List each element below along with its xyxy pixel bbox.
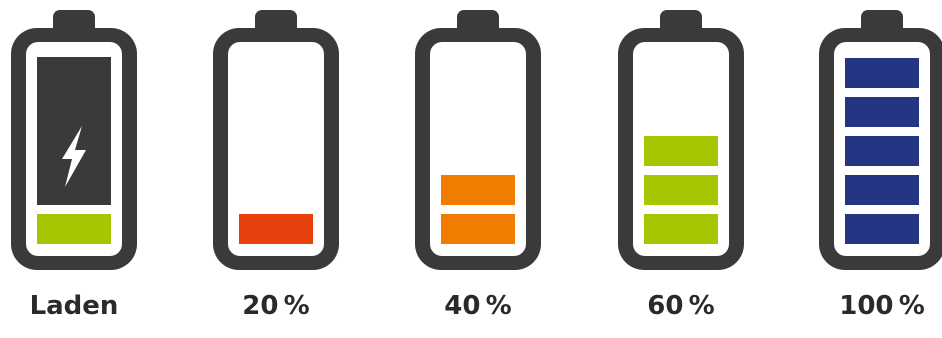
battery-level-segment (441, 214, 515, 244)
battery-level-segment (644, 175, 718, 205)
battery-40: 40 % (415, 0, 541, 338)
battery-level-segment (845, 136, 919, 166)
battery-level-segment (644, 136, 718, 166)
battery-screen (37, 57, 111, 205)
battery-level-segment (845, 175, 919, 205)
battery-level-segment (845, 97, 919, 127)
battery-icon (819, 10, 942, 270)
battery-icon (618, 10, 744, 270)
battery-level-segment (441, 175, 515, 205)
battery-inner (228, 42, 324, 256)
battery-charging: Laden (11, 0, 137, 338)
battery-level-segment (37, 214, 111, 244)
battery-label: 20 % (242, 291, 310, 321)
battery-level-segment (239, 214, 313, 244)
battery-60: 60 % (618, 0, 744, 338)
lightning-bolt-icon (62, 126, 86, 187)
battery-label: 40 % (444, 291, 512, 321)
battery-level-segment (845, 58, 919, 88)
battery-icon (213, 10, 339, 270)
battery-label: 60 % (647, 291, 715, 321)
battery-level-segment (845, 214, 919, 244)
battery-100: 100 % (819, 0, 942, 338)
battery-icon (415, 10, 541, 270)
battery-20: 20 % (213, 0, 339, 338)
battery-label: Laden (29, 291, 119, 321)
battery-icon (11, 10, 137, 270)
battery-label: 100 % (839, 291, 925, 321)
battery-level-segment (644, 214, 718, 244)
